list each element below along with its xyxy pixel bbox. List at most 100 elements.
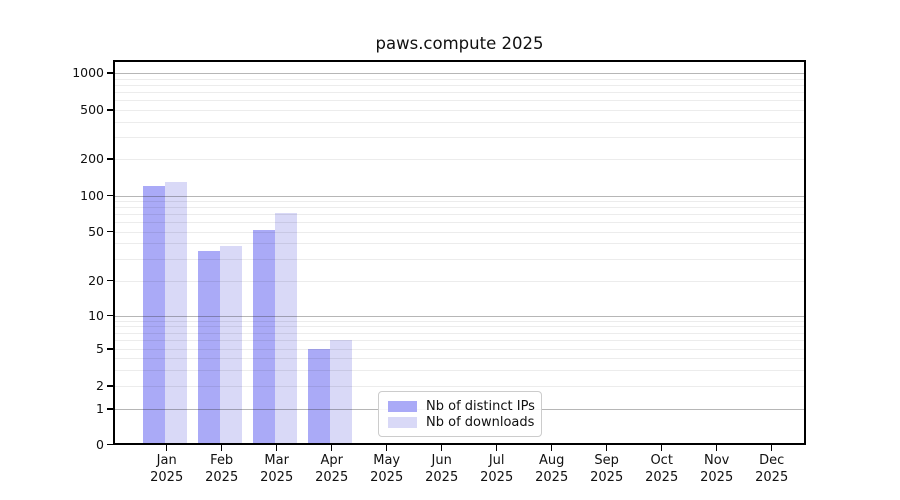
- x-tick-label-nov: Nov 2025: [685, 453, 749, 486]
- plot-area: [113, 60, 806, 445]
- y-tick-mark: [107, 314, 113, 317]
- x-tick-label-jan: Jan 2025: [135, 453, 199, 486]
- bar-distinct-ips-feb: [198, 250, 221, 445]
- month-label: Feb: [210, 453, 234, 468]
- year-label: 2025: [205, 469, 239, 485]
- y-tick-mark: [107, 408, 113, 410]
- month-label: Jun: [431, 453, 452, 468]
- axis-spine-right: [804, 60, 806, 445]
- minor-gridline: [113, 110, 806, 111]
- minor-gridline: [113, 243, 806, 245]
- month-label: Dec: [759, 453, 785, 468]
- y-tick-label-500: 500: [80, 102, 104, 117]
- year-label: 2025: [150, 469, 184, 485]
- year-label: 2025: [535, 469, 569, 485]
- minor-gridline: [113, 369, 806, 371]
- chart-title: paws.compute 2025: [375, 34, 544, 53]
- y-tick-mark: [107, 109, 113, 111]
- bar-downloads-feb: [220, 246, 243, 445]
- y-tick-label-20: 20: [88, 272, 104, 288]
- y-tick-mark: [107, 279, 113, 282]
- y-tick-mark: [107, 72, 113, 74]
- minor-gridline: [113, 121, 806, 123]
- x-tick-mark: [440, 445, 443, 451]
- month-label: Sep: [594, 453, 619, 468]
- x-tick-mark: [220, 445, 223, 451]
- x-tick-mark: [330, 445, 333, 451]
- x-tick-label-feb: Feb 2025: [190, 453, 254, 486]
- minor-gridline: [113, 207, 806, 209]
- legend: Nb of distinct IPs Nb of downloads: [378, 391, 542, 437]
- minor-gridline: [113, 386, 806, 387]
- bar-distinct-ips-mar: [253, 230, 276, 445]
- legend-label: Nb of distinct IPs: [426, 398, 535, 414]
- bar-distinct-ips-apr: [308, 349, 331, 445]
- y-tick-mark: [107, 348, 113, 350]
- x-tick-mark: [550, 445, 553, 451]
- x-tick-mark: [660, 445, 663, 451]
- x-tick-label-mar: Mar 2025: [245, 453, 309, 486]
- y-tick-mark: [107, 158, 113, 160]
- month-label: Apr: [320, 453, 343, 468]
- y-tick-label-50: 50: [88, 223, 104, 239]
- y-tick-label-0: 0: [96, 436, 104, 452]
- minor-gridline: [113, 231, 806, 233]
- year-label: 2025: [645, 469, 679, 485]
- y-tick-label-1: 1: [96, 401, 104, 416]
- legend-label: Nb of downloads: [426, 414, 535, 430]
- major-gridline: [113, 73, 806, 74]
- minor-gridline: [113, 159, 806, 160]
- minor-gridline: [113, 332, 806, 334]
- axis-spine-top: [113, 60, 806, 62]
- month-label: Aug: [538, 453, 565, 468]
- year-label: 2025: [590, 469, 624, 485]
- x-tick-mark: [495, 445, 498, 451]
- month-label: Nov: [704, 453, 730, 468]
- minor-gridline: [113, 78, 806, 80]
- minor-gridline: [113, 349, 806, 350]
- month-label: May: [373, 453, 401, 468]
- year-label: 2025: [700, 469, 734, 485]
- minor-gridline: [113, 137, 806, 139]
- minor-gridline: [113, 280, 806, 282]
- year-label: 2025: [260, 469, 294, 485]
- y-tick-mark: [107, 385, 113, 387]
- legend-item-distinct-ips: Nb of distinct IPs: [388, 398, 535, 414]
- minor-gridline: [113, 258, 806, 260]
- minor-gridline: [113, 214, 806, 216]
- x-tick-mark: [275, 445, 278, 451]
- bar-downloads-apr: [330, 340, 353, 445]
- y-tick-label-1000: 1000: [72, 65, 104, 80]
- minor-gridline: [113, 326, 806, 328]
- x-tick-label-jul: Jul 2025: [465, 453, 529, 486]
- x-tick-label-dec: Dec 2025: [740, 453, 804, 486]
- year-label: 2025: [370, 469, 404, 485]
- x-tick-label-jun: Jun 2025: [410, 453, 474, 486]
- x-tick-mark: [605, 445, 608, 451]
- minor-gridline: [113, 100, 806, 102]
- y-tick-label-200: 200: [80, 151, 104, 166]
- y-tick-label-10: 10: [88, 307, 104, 323]
- legend-swatch-icon: [388, 400, 417, 412]
- x-tick-label-oct: Oct 2025: [630, 453, 694, 486]
- minor-gridline: [113, 320, 806, 322]
- month-label: Jan: [156, 453, 177, 468]
- year-label: 2025: [315, 469, 349, 485]
- minor-gridline: [113, 92, 806, 94]
- x-tick-mark: [385, 445, 388, 451]
- bar-downloads-mar: [275, 213, 298, 445]
- axis-spine-bottom: [113, 443, 806, 445]
- month-label: Oct: [650, 453, 673, 468]
- x-tick-label-apr: Apr 2025: [300, 453, 364, 486]
- minor-gridline: [113, 84, 806, 86]
- bar-downloads-jan: [165, 181, 188, 445]
- year-label: 2025: [425, 469, 459, 485]
- year-label: 2025: [480, 469, 514, 485]
- legend-swatch-icon: [388, 416, 417, 428]
- minor-gridline: [113, 200, 806, 202]
- x-tick-label-sep: Sep 2025: [575, 453, 639, 486]
- y-tick-label-2: 2: [96, 378, 104, 393]
- y-tick-mark: [107, 194, 113, 197]
- x-tick-mark: [770, 445, 773, 451]
